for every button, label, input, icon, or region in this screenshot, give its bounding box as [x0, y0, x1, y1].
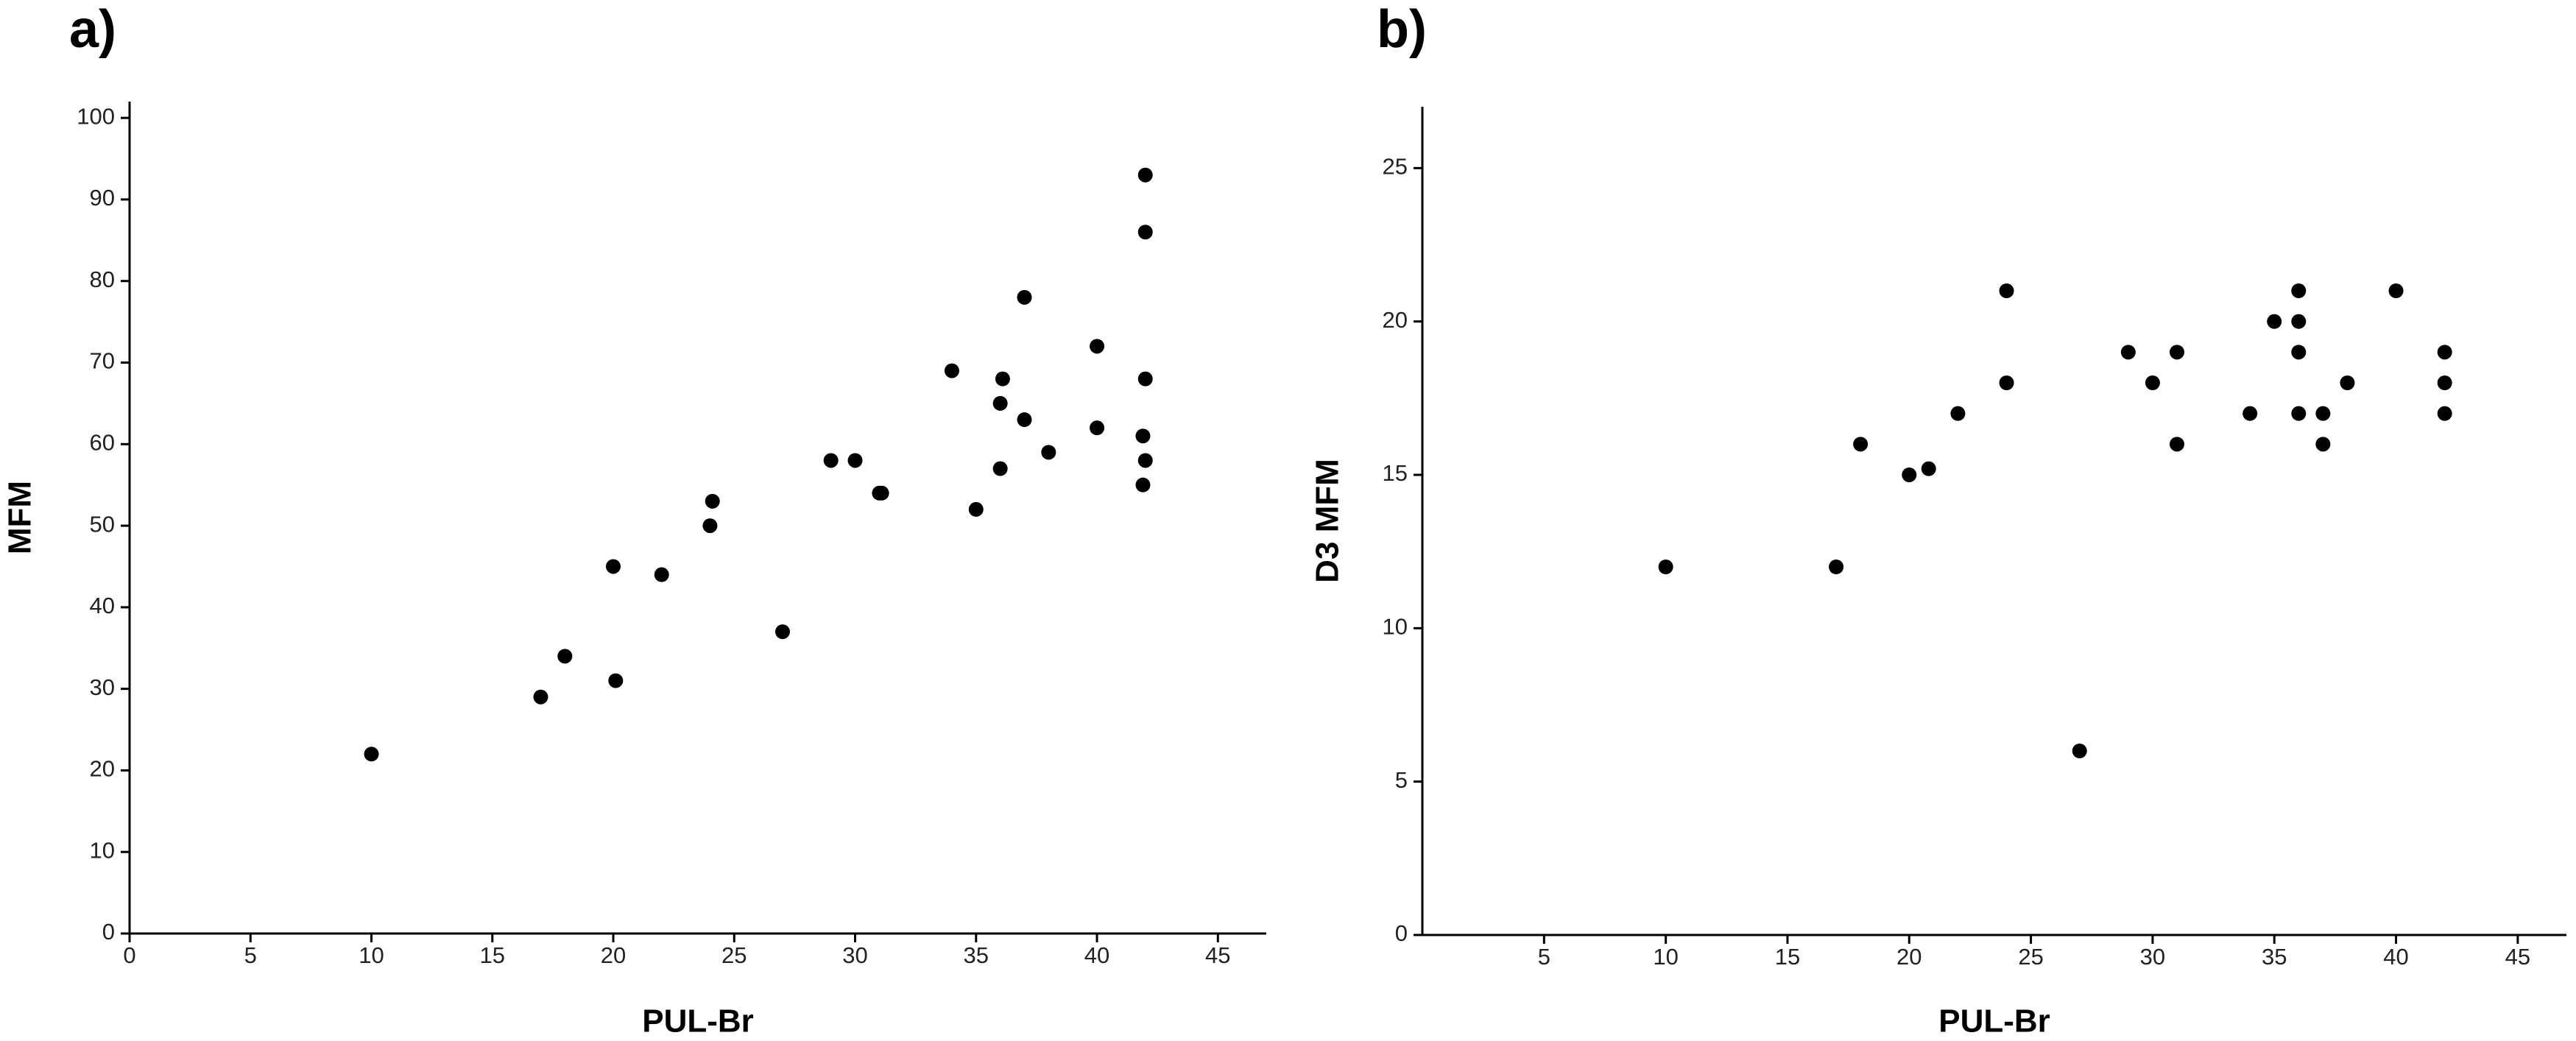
point	[1135, 428, 1151, 444]
point	[995, 371, 1010, 387]
x-tick-label: 40	[1084, 942, 1109, 968]
y-tick-label: 20	[90, 756, 115, 782]
x-tick-label: 0	[123, 942, 135, 968]
point	[1853, 437, 1869, 452]
point	[1090, 420, 1105, 436]
y-tick-label: 100	[77, 103, 115, 129]
point	[968, 501, 984, 517]
point	[608, 673, 624, 688]
x-tick-label: 15	[480, 942, 505, 968]
point	[2315, 406, 2331, 421]
x-axis-title: PUL-Br	[642, 1003, 754, 1040]
point	[1137, 453, 1153, 468]
point	[364, 747, 379, 762]
point	[2291, 314, 2307, 329]
point	[1999, 283, 2014, 298]
point	[702, 518, 718, 534]
y-tick-label: 70	[90, 348, 115, 374]
point	[557, 649, 573, 664]
point	[2145, 375, 2160, 390]
y-tick-label: 30	[90, 674, 115, 700]
point	[1017, 289, 1032, 305]
panel-label: a)	[69, 0, 116, 59]
y-tick-label: 5	[1395, 767, 1408, 793]
y-tick-label: 0	[102, 919, 115, 945]
point	[2242, 406, 2258, 421]
x-tick-label: 40	[2383, 944, 2408, 970]
point	[1137, 371, 1153, 387]
x-tick-label: 5	[1538, 944, 1550, 970]
y-tick-label: 0	[1395, 920, 1408, 946]
point	[1902, 467, 1917, 482]
point	[992, 461, 1008, 476]
point	[1999, 375, 2014, 390]
point	[2315, 437, 2331, 452]
point	[2437, 375, 2452, 390]
y-tick-label: 20	[1383, 307, 1408, 333]
point	[2169, 437, 2184, 452]
panel-label: b)	[1377, 0, 1427, 59]
x-tick-label: 10	[359, 942, 384, 968]
point	[1829, 560, 1844, 574]
point	[2388, 283, 2404, 298]
point	[2291, 283, 2307, 298]
point	[944, 363, 959, 378]
x-tick-label: 35	[2262, 944, 2287, 970]
point	[2169, 345, 2184, 360]
y-axis-title: MFM	[2, 481, 38, 554]
point	[1950, 406, 1966, 421]
point	[1137, 167, 1153, 183]
x-tick-label: 35	[964, 942, 989, 968]
point	[2120, 345, 2136, 360]
point	[654, 567, 669, 582]
point	[1135, 477, 1151, 493]
x-tick-label: 30	[2140, 944, 2165, 970]
y-axis-title: D3 MFM	[1310, 459, 1346, 583]
point	[992, 395, 1008, 411]
point	[774, 624, 790, 640]
point	[1921, 461, 1936, 476]
x-tick-label: 5	[244, 942, 257, 968]
y-tick-label: 15	[1383, 460, 1408, 486]
y-tick-label: 25	[1383, 154, 1408, 180]
y-tick-label: 90	[90, 185, 115, 211]
point	[1137, 225, 1153, 240]
x-tick-label: 45	[1205, 942, 1230, 968]
point	[2291, 345, 2307, 360]
point	[2072, 744, 2087, 758]
point	[1658, 560, 1673, 574]
x-tick-label: 45	[2505, 944, 2530, 970]
point	[874, 485, 889, 501]
y-tick-label: 10	[1383, 614, 1408, 640]
y-tick-label: 50	[90, 511, 115, 537]
point	[847, 453, 863, 468]
y-tick-label: 10	[90, 837, 115, 863]
y-tick-label: 60	[90, 429, 115, 455]
point	[2291, 406, 2307, 421]
point	[1090, 339, 1105, 354]
x-tick-label: 20	[601, 942, 626, 968]
x-tick-label: 10	[1653, 944, 1678, 970]
point	[823, 453, 839, 468]
x-tick-label: 25	[721, 942, 747, 968]
point	[2267, 314, 2282, 329]
x-axis-title: PUL-Br	[1938, 1003, 2050, 1040]
point	[533, 689, 548, 705]
point	[2437, 406, 2452, 421]
y-tick-label: 40	[90, 593, 115, 618]
x-tick-label: 30	[842, 942, 867, 968]
point	[1017, 412, 1032, 428]
point	[1041, 445, 1056, 460]
y-tick-label: 80	[90, 267, 115, 292]
point	[2437, 345, 2452, 360]
x-tick-label: 20	[1896, 944, 1922, 970]
point	[606, 559, 621, 574]
x-tick-label: 25	[2018, 944, 2043, 970]
x-tick-label: 15	[1775, 944, 1800, 970]
point	[705, 493, 720, 509]
point	[2340, 375, 2355, 390]
